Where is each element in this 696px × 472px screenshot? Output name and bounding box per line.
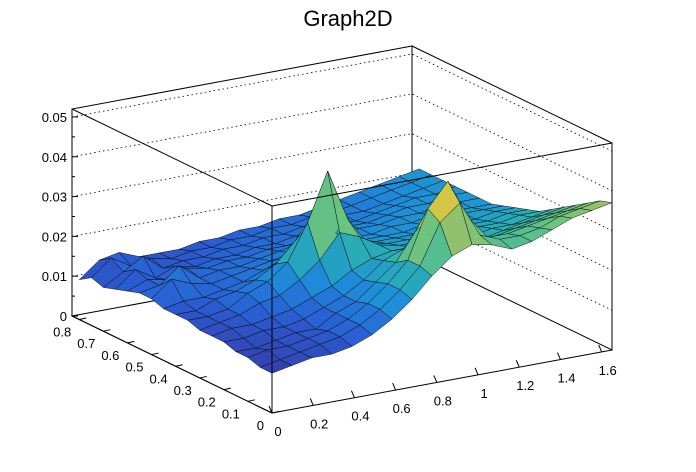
x-tick-mark [433,375,438,383]
surface-mesh [78,168,613,374]
y-tick-label: 0.1 [222,406,240,421]
y-axis: 0 0.1 0.2 0.3 0.4 0.5 0.6 0.7 0.8 [53,315,280,433]
x-tick-label: 1.2 [516,378,534,393]
x-tick-mark [557,352,561,360]
top-left-edge [71,108,273,207]
x-tick-mark [350,390,355,398]
z-tick-label: 0.02 [42,229,67,244]
y-tick-mark [151,352,159,356]
y-tick-mark [79,317,87,320]
y-tick-mark [103,329,111,332]
x-tick-label: 0.8 [434,393,452,408]
z-axis: 0 0.01 0.02 0.03 0.04 0.05 [42,109,78,324]
y-tick-label: 0.4 [150,371,168,386]
z-tick-label: 0.03 [42,190,67,205]
y-tick-mark [247,399,256,402]
y-axis-line [71,315,273,414]
x-tick-mark [515,359,520,368]
x-tick-label: 0.4 [351,409,369,424]
y-tick-label: 0.3 [174,383,192,398]
x-tick-mark [598,344,603,353]
y-tick-mark [127,340,135,344]
x-tick-label: 1.6 [599,363,617,378]
x-axis: 0 0.2 0.4 0.6 0.8 1 1.2 1.4 1.6 [268,344,617,439]
x-tick-mark [392,382,397,391]
x-tick-label: 1 [480,386,487,401]
x-tick-mark [268,405,273,414]
surface-cell [579,200,613,211]
y-tick-mark [223,387,231,391]
z-tick-label: 0 [60,309,67,324]
y-tick-label: 0.8 [53,325,71,340]
z-tick-label: 0.04 [42,150,67,165]
y-tick-label: 0.2 [198,395,216,410]
y-tick-mark [175,364,183,367]
y-tick-mark [199,375,207,379]
y-tick-label: 0.5 [125,360,143,375]
chart-title: Graph2D [303,6,392,31]
top-front-edge [271,142,613,207]
y-tick-label: 0.6 [101,348,119,363]
x-tick-label: 0 [274,424,281,439]
front-frame [71,108,613,413]
y-tick-label: 0 [257,418,264,433]
x-tick-mark [474,367,479,376]
x-tick-label: 1.4 [557,371,575,386]
z-tick-label: 0.01 [42,269,67,284]
x-tick-mark [309,398,314,406]
y-tick-label: 0.7 [77,336,95,351]
back-wall-right [411,45,613,351]
z-tick-label: 0.05 [42,110,67,125]
grid-line [71,93,613,192]
grid-line [71,53,613,152]
x-axis-line [271,349,613,414]
x-tick-label: 0.6 [393,401,411,416]
x-tick-label: 0.2 [310,416,328,431]
